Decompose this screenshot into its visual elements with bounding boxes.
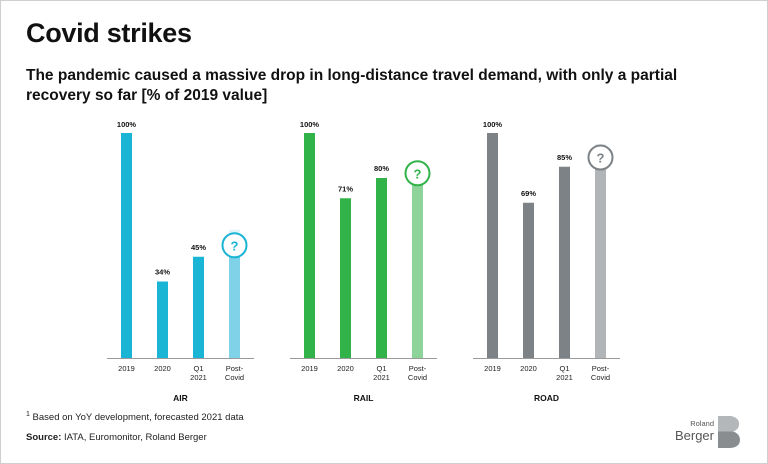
rail-bar-2 [340,198,351,358]
rail-tick-4: Post-Covid [408,364,427,382]
road-bar-3 [559,166,570,358]
road-bar-2 [523,202,534,358]
footnote-text: Based on YoY development, forecasted 202… [32,412,244,424]
air-value-label-2: 34% [155,268,170,277]
rail-tick-2: 2020 [337,364,354,373]
source-label: Source: [26,432,62,443]
air-tick-2: 2020 [154,364,171,373]
logo-line-1: Roland [690,419,714,428]
road-tick-3: Q1 2021 [556,364,573,382]
air-bar-3 [193,256,204,358]
road-bar-4 [595,166,606,358]
road-value-label-3: 85% [557,153,572,162]
air-tick-4: Post-Covid [225,364,244,382]
rail-question-circle [404,160,431,187]
logo-line-2: Berger [674,427,714,443]
rail-tick-1: 2019 [301,364,318,373]
air-bar-4 [229,256,240,358]
rail-group-label: RAIL [354,393,374,403]
road-bar-1 [487,133,498,358]
road-question-mark: ? [597,151,605,166]
air-question-circle [221,232,248,259]
source-line: Source: IATA, Euromonitor, Roland Berger [26,432,207,443]
road-value-label-1: 100% [483,120,503,129]
air-value-label-3: 45% [191,243,206,252]
brand-logo-text: Roland Berger [668,420,714,442]
source-text: IATA, Euromonitor, Roland Berger [64,432,207,443]
air-bar-1 [121,133,132,358]
road-tick-4: Post-Covid [591,364,610,382]
rail-value-label-3: 80% [374,164,389,173]
air-tick-1: 2019 [118,364,135,373]
rail-bar-4 [412,178,423,358]
footnote: 1 Based on YoY development, forecasted 2… [26,411,244,423]
air-question-mark: ? [231,238,239,253]
page-title: Covid strikes [26,18,192,48]
rail-question-mark: ? [414,166,422,181]
road-tick-2: 2020 [520,364,537,373]
page-subtitle: The pandemic caused a massive drop in lo… [26,67,678,104]
air-value-label-1: 100% [117,120,137,129]
rail-value-label-2: 71% [338,184,353,193]
road-value-label-2: 69% [521,189,536,198]
footnote-mark: 1 [26,411,30,418]
air-tick-3: Q1 2021 [190,364,207,382]
air-bar-2 [157,281,168,358]
road-question-circle [587,144,614,171]
road-group-label: ROAD [534,393,559,403]
brand-logo-icon [718,416,740,448]
rail-value-label-1: 100% [300,120,320,129]
rail-tick-3: Q1 2021 [373,364,390,382]
rail-bar-3 [376,178,387,358]
road-tick-1: 2019 [484,364,501,373]
rail-bar-1 [304,133,315,358]
air-group-label: AIR [173,393,188,403]
